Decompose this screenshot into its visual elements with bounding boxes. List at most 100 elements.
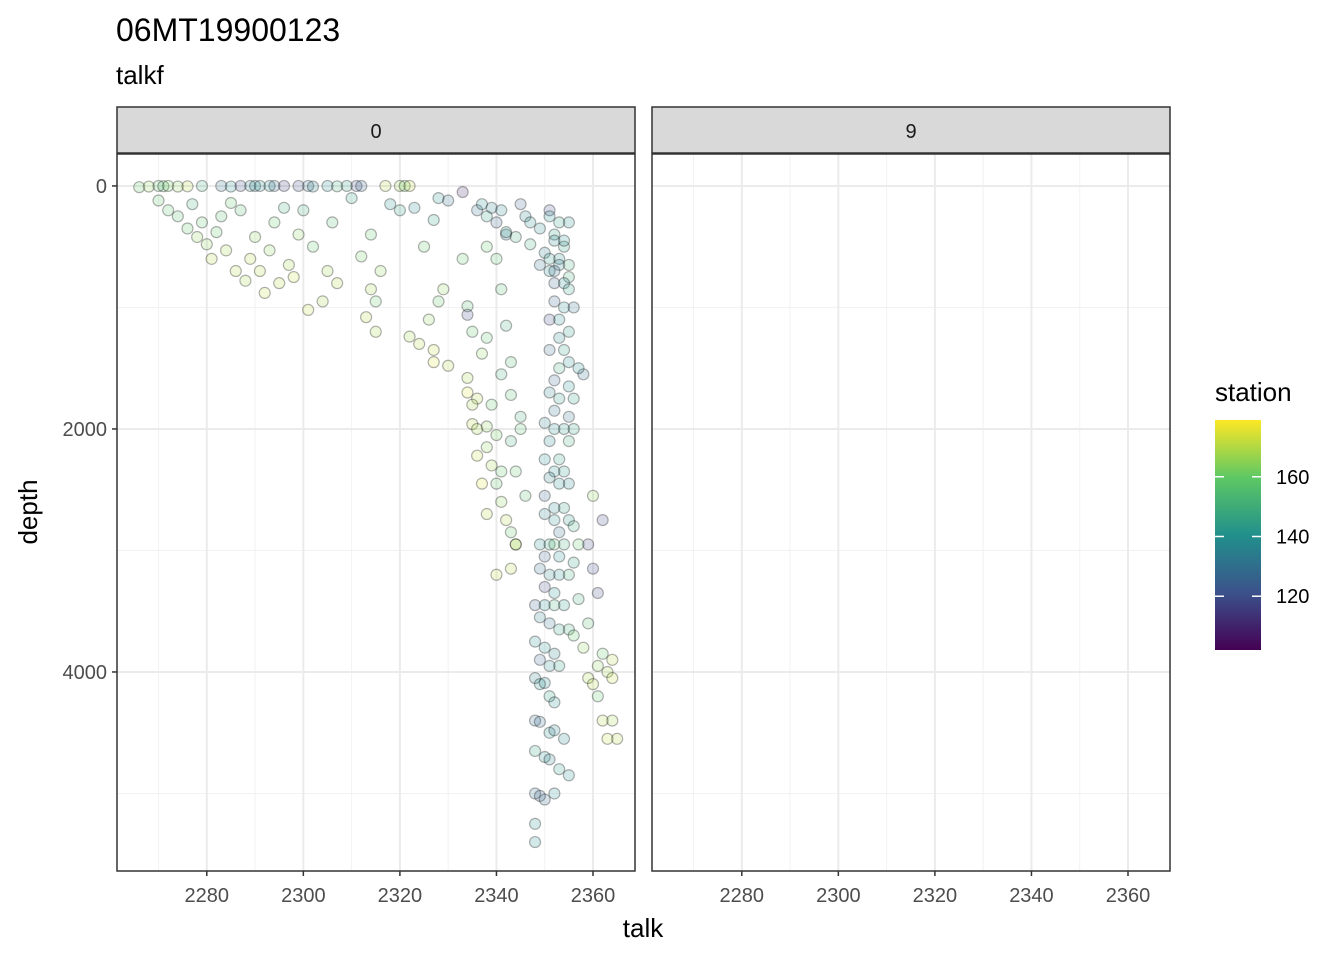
panel-border <box>651 153 1171 872</box>
data-point <box>548 696 561 709</box>
data-point <box>466 398 479 411</box>
data-point <box>480 420 493 433</box>
data-point <box>171 180 184 193</box>
data-point <box>302 303 315 316</box>
data-point <box>567 629 580 642</box>
facet-strip-label: 9 <box>905 121 916 143</box>
data-point <box>543 568 556 581</box>
data-point <box>591 690 604 703</box>
data-point <box>528 787 542 800</box>
data-point <box>548 295 561 308</box>
data-point <box>548 501 561 515</box>
data-point <box>548 586 561 600</box>
data-point <box>553 763 566 776</box>
data-point <box>538 676 551 690</box>
data-point <box>306 240 320 253</box>
data-point <box>538 550 551 563</box>
data-point <box>553 477 566 490</box>
data-point <box>500 319 513 332</box>
data-point <box>403 179 416 193</box>
data-point <box>263 244 276 257</box>
x-tick-label: 2320 <box>378 885 423 907</box>
data-point <box>480 507 493 521</box>
panel-border <box>116 153 636 872</box>
data-point <box>543 471 556 484</box>
data-point <box>596 647 609 660</box>
data-point <box>162 179 175 193</box>
legend-title: station <box>1215 377 1292 407</box>
data-point <box>543 313 556 326</box>
chart-subtitle: talkf <box>116 60 164 90</box>
data-point <box>427 343 440 357</box>
data-point <box>292 179 305 193</box>
data-point <box>471 204 484 217</box>
data-point <box>471 422 484 436</box>
data-point <box>466 418 479 431</box>
data-point <box>480 240 493 253</box>
data-point <box>548 787 561 800</box>
legend: station 120 140 160 <box>1215 377 1309 650</box>
data-point <box>538 453 551 466</box>
data-point <box>200 238 213 251</box>
data-point <box>345 192 358 205</box>
data-point <box>586 678 600 691</box>
data-point <box>152 194 165 207</box>
data-point <box>528 671 542 685</box>
data-point <box>514 198 527 211</box>
data-point <box>524 216 537 229</box>
data-point <box>562 380 575 393</box>
data-point <box>562 258 575 272</box>
data-point <box>533 611 546 624</box>
data-point <box>432 295 445 308</box>
data-point <box>461 308 474 321</box>
data-point <box>553 258 566 272</box>
data-point <box>601 665 614 679</box>
data-point <box>543 726 556 739</box>
y-tick-label: 4000 <box>63 662 108 684</box>
data-point <box>393 179 406 193</box>
data-point <box>480 441 493 454</box>
x-tick-label: 2280 <box>720 885 765 907</box>
data-point <box>548 538 561 551</box>
data-point <box>586 489 600 502</box>
data-point <box>490 568 503 581</box>
data-point <box>562 477 575 490</box>
data-point <box>572 538 585 551</box>
data-point <box>495 368 508 381</box>
data-point <box>557 732 571 745</box>
data-point <box>548 277 561 290</box>
data-point <box>557 599 571 612</box>
x-tick-label: 2360 <box>571 885 616 907</box>
data-point <box>596 513 609 527</box>
data-point <box>456 185 469 199</box>
data-point <box>553 313 566 326</box>
data-point <box>480 210 493 223</box>
data-point <box>562 769 575 782</box>
data-point <box>591 659 604 672</box>
data-point <box>509 230 522 244</box>
data-point <box>514 410 527 423</box>
x-tick-label: 2280 <box>185 885 230 907</box>
data-point <box>133 181 146 194</box>
data-point <box>553 331 566 344</box>
data-point <box>500 226 513 239</box>
data-point <box>461 386 474 399</box>
data-point <box>461 371 474 385</box>
data-point <box>292 228 305 241</box>
data-point <box>495 204 508 217</box>
data-point <box>504 435 518 448</box>
data-point <box>215 179 228 193</box>
x-tick-label: 2320 <box>913 885 958 907</box>
data-point <box>504 562 518 575</box>
data-point <box>582 671 595 685</box>
data-point <box>572 592 585 606</box>
data-point <box>543 690 556 703</box>
data-point <box>582 617 595 630</box>
data-point <box>321 264 334 278</box>
data-point <box>224 196 238 210</box>
data-point <box>562 325 575 338</box>
data-point <box>321 179 334 193</box>
data-point <box>562 568 575 581</box>
data-point <box>553 623 566 636</box>
